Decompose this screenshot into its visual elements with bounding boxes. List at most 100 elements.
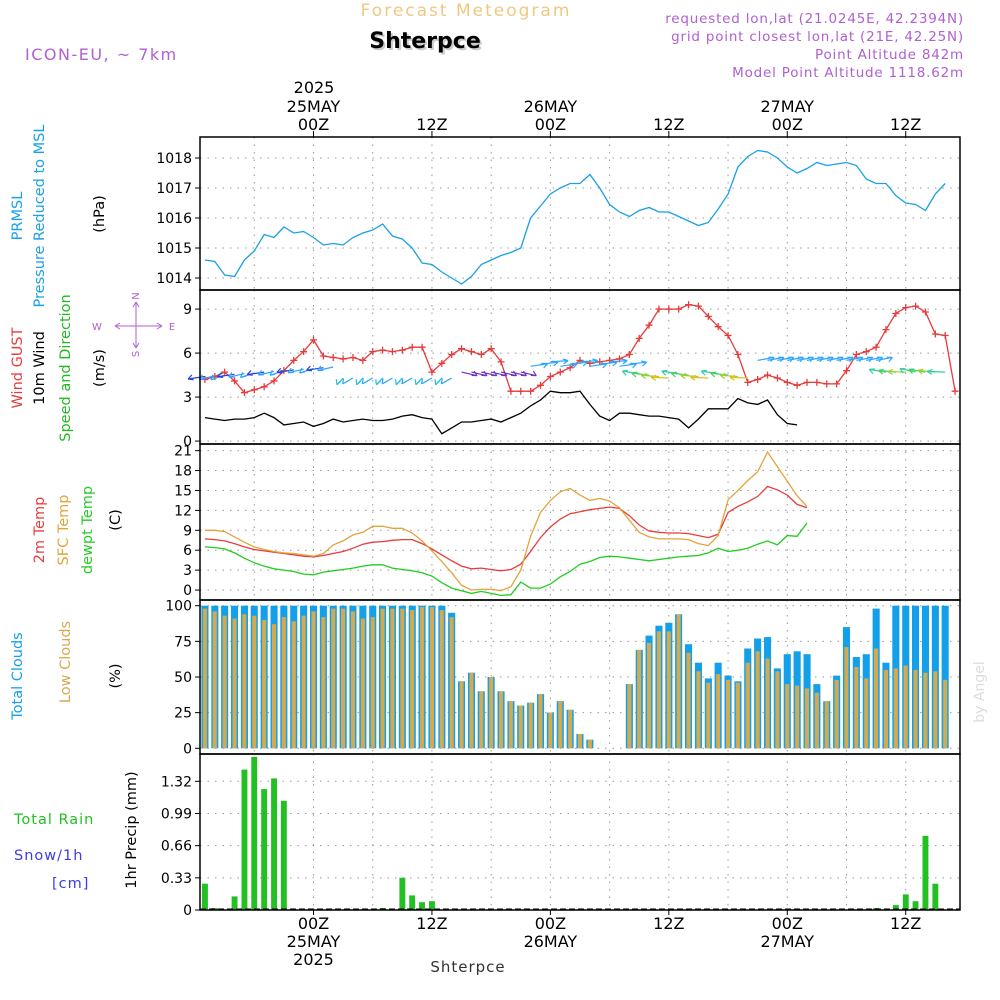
wind-arrow (690, 374, 709, 381)
footer-location: Shterpce (430, 958, 505, 976)
gust-point (240, 389, 248, 397)
wind-arrow (421, 377, 433, 385)
low-cloud-bar (380, 608, 385, 749)
gust-point (497, 358, 505, 366)
low-cloud-bar (479, 691, 484, 749)
gust-point (556, 368, 564, 376)
top-axis-label: 12Z (890, 115, 921, 134)
low-cloud-bar (686, 652, 691, 749)
gust-point (507, 387, 515, 395)
low-cloud-bar (350, 611, 355, 749)
low-cloud-bar (735, 682, 740, 749)
low-cloud-bar (814, 692, 819, 749)
model-altitude: Model Point Altitude 1118.62m (732, 65, 964, 81)
low-cloud-bar (854, 667, 859, 749)
wind-arrow (394, 377, 403, 386)
low-cloud-bar (459, 681, 464, 749)
low-cloud-bar (883, 669, 888, 749)
low-cloud-bar (627, 684, 632, 749)
low-cloud-bar (331, 608, 336, 749)
wind-arrow (719, 373, 738, 380)
gust-point (803, 378, 811, 386)
gust-point (783, 378, 791, 386)
low-cloud-bar (775, 671, 780, 749)
low-cloud-bar (499, 691, 504, 749)
temperature-ytick-label: 6 (183, 543, 192, 559)
wind-direction-arrows (187, 356, 946, 386)
gust-point (714, 323, 722, 331)
wind-arrow (381, 377, 393, 385)
low-cloud-bar (420, 607, 425, 749)
wind-grid (200, 290, 960, 444)
low-cloud-bar (804, 688, 809, 749)
top-axis-label: 25MAY (287, 97, 341, 116)
gust-point (882, 326, 890, 334)
bottom-axis-label: 12Z (416, 914, 447, 933)
wind-arrow (710, 371, 729, 378)
gust-point (221, 368, 229, 376)
precip-ytick-label: 0.33 (161, 871, 192, 887)
compass-s: S (131, 351, 142, 357)
low-cloud-bar (696, 671, 701, 749)
pressure-ylabel: (hPa) (92, 195, 108, 232)
low-cloud-bar (903, 665, 908, 749)
wind-arrow (926, 368, 946, 375)
top-axis-label: 00Z (772, 115, 803, 134)
top-axis-label: 12Z (653, 115, 684, 134)
low-cloud-bar (410, 610, 415, 749)
low-cloud-bar (647, 642, 652, 749)
low-cloud-bar (864, 678, 869, 749)
low-cloud-bar (844, 647, 849, 749)
wind-arrow (440, 377, 452, 385)
gust-point (477, 351, 485, 359)
temperature-series-1-line (204, 450, 808, 592)
wind-arrow (520, 370, 537, 377)
clouds-ytick-label: 50 (174, 670, 192, 686)
gust-point (754, 375, 762, 383)
rain-bar (922, 835, 929, 910)
wind-arrow (375, 377, 384, 386)
gust-point (379, 346, 387, 354)
wind-arrow (875, 356, 893, 363)
rain-label: Total Rain (13, 812, 94, 828)
top-axis-label: 26MAY (524, 97, 578, 116)
gust-point (369, 348, 377, 356)
gust-point (231, 377, 239, 385)
rain-bar (280, 800, 287, 910)
low-cloud-bar (232, 618, 237, 749)
gust-point (951, 387, 959, 395)
gust-point (941, 331, 949, 339)
gust-point (448, 351, 456, 359)
gust-point (694, 302, 702, 310)
bottom-axis-label: 00Z (772, 914, 803, 933)
low-cloud-bar (449, 617, 454, 749)
gust-point (339, 355, 347, 363)
gust-point (388, 348, 396, 356)
compass-w: W (92, 322, 102, 333)
precip-frame (199, 753, 961, 911)
pressure-ytick-label: 1016 (156, 211, 192, 227)
low-cloud-bar (212, 611, 217, 749)
wind-ytick-label: 0 (183, 434, 192, 450)
snow-label: Snow/1h (14, 848, 83, 864)
precip-ytick-label: 0.99 (161, 806, 192, 822)
wind-ylabel: (m/s) (92, 349, 108, 387)
low-cloud-bar (538, 694, 543, 749)
pressure-label-line1: PRMSL (10, 192, 26, 241)
pressure-ytick-label: 1017 (156, 181, 192, 197)
wind-arrow (361, 377, 373, 385)
clouds-ytick-label: 100 (165, 599, 192, 615)
low-cloud-bar (508, 701, 513, 749)
gust-point (250, 386, 258, 394)
low-cloud-bar (528, 702, 533, 749)
top-axis-label: 00Z (535, 115, 566, 134)
bottom-axis-label: 00Z (535, 914, 566, 933)
wind-arrow (276, 367, 294, 374)
wind-arrow (434, 377, 443, 386)
precip-ytick-label: 0.66 (161, 839, 192, 855)
gust-point (852, 351, 860, 359)
wind-arrow (729, 374, 748, 381)
low-cloud-bar (726, 679, 731, 749)
wind-arrow (680, 373, 699, 380)
